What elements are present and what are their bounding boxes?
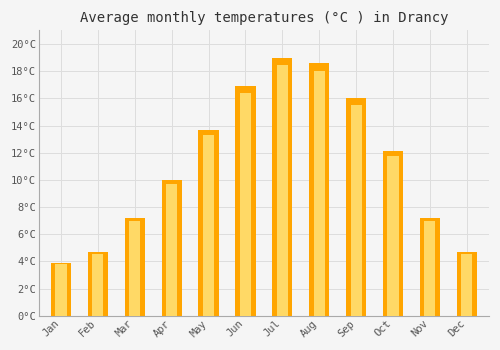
Bar xyxy=(461,254,472,316)
Bar xyxy=(92,254,104,316)
Bar xyxy=(314,71,325,316)
Bar xyxy=(240,93,251,316)
Title: Average monthly temperatures (°C ) in Drancy: Average monthly temperatures (°C ) in Dr… xyxy=(80,11,448,25)
Bar xyxy=(236,86,256,316)
Bar xyxy=(350,105,362,316)
Bar xyxy=(56,264,66,316)
Bar xyxy=(424,221,436,316)
Bar xyxy=(277,65,288,316)
Bar xyxy=(383,151,403,316)
Bar xyxy=(309,63,330,316)
Bar xyxy=(129,221,140,316)
Bar xyxy=(346,98,366,316)
Bar xyxy=(420,218,440,316)
Bar xyxy=(51,263,71,316)
Bar xyxy=(88,252,108,316)
Bar xyxy=(203,135,214,316)
Bar xyxy=(272,58,292,316)
Bar xyxy=(198,130,218,316)
Bar xyxy=(456,252,477,316)
Bar xyxy=(166,184,177,316)
Bar xyxy=(388,156,398,316)
Bar xyxy=(162,180,182,316)
Bar xyxy=(124,218,145,316)
